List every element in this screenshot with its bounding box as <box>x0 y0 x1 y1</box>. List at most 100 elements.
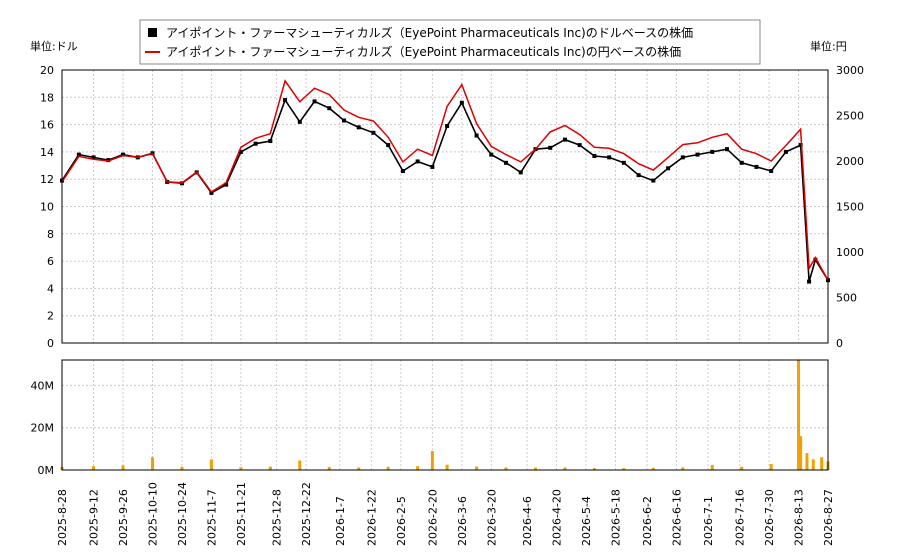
volume-bar <box>357 467 361 470</box>
volume-bar <box>710 464 714 470</box>
volume-bar <box>209 459 213 470</box>
legend-dollar-marker <box>148 28 157 37</box>
volume-bar <box>430 450 434 470</box>
x-tick-label: 2025-10-10 <box>146 482 159 546</box>
dollar-price-point <box>504 160 509 165</box>
volume-tick-label: 40M <box>31 379 55 392</box>
y-left-tick-label: 2 <box>47 310 54 323</box>
dollar-price-point <box>356 125 361 130</box>
dollar-price-point <box>445 123 450 128</box>
dollar-price-point <box>209 190 214 195</box>
dollar-price-point <box>474 133 479 138</box>
dollar-price-point <box>562 137 567 142</box>
y-left-tick-label: 12 <box>40 173 54 186</box>
x-tick-label: 2026-7-1 <box>702 496 715 546</box>
volume-bar <box>799 436 803 470</box>
dollar-price-point <box>807 279 812 284</box>
dollar-price-point <box>415 159 420 164</box>
dollar-price-point <box>430 164 435 169</box>
volume-bar <box>92 466 96 470</box>
dollar-price-point <box>651 178 656 183</box>
x-tick-label: 2025-9-12 <box>88 489 101 546</box>
volume-bar <box>651 467 655 470</box>
legend-yen-label: アイポイント・ファーマシューティカルズ（EyePoint Pharmaceuti… <box>166 44 681 59</box>
dollar-price-point <box>548 145 553 150</box>
volume-bar <box>769 464 773 470</box>
dollar-price-point <box>76 152 81 157</box>
dollar-price-point <box>813 257 818 262</box>
x-tick-label: 2026-3-6 <box>456 496 469 546</box>
x-tick-label: 2026-4-20 <box>551 489 564 546</box>
dollar-price-point <box>297 119 302 124</box>
dollar-price-point <box>577 143 582 148</box>
volume-bar <box>150 457 154 470</box>
x-tick-label: 2025-12-8 <box>271 489 284 546</box>
y-right-tick-label: 3000 <box>836 64 864 77</box>
x-tick-label: 2026-2-20 <box>426 489 439 546</box>
volume-bar <box>820 457 824 470</box>
y-left-tick-label: 4 <box>47 282 54 295</box>
volume-bar <box>811 459 815 470</box>
volume-bar <box>805 453 809 470</box>
x-tick-label: 2026-1-22 <box>365 489 378 546</box>
volume-bars <box>60 360 830 470</box>
dollar-price-point <box>636 173 641 178</box>
dollar-price-point <box>283 98 288 103</box>
dollar-price-point <box>754 164 759 169</box>
volume-bar <box>504 467 508 470</box>
y-left-tick-label: 0 <box>47 337 54 350</box>
y-right-tick-label: 0 <box>836 337 843 350</box>
price-panel-frame <box>61 69 829 344</box>
x-tick-label: 2025-8-28 <box>56 489 69 546</box>
dollar-price-point <box>238 149 243 154</box>
volume-bar <box>533 467 537 470</box>
x-tick-label: 2026-3-20 <box>485 489 498 546</box>
grid-lines <box>61 69 829 471</box>
x-tick-label: 2026-8-13 <box>793 489 806 546</box>
x-tick-label: 2026-7-30 <box>763 489 776 546</box>
legend-box <box>139 19 761 65</box>
x-tick-label: 2026-6-16 <box>670 489 683 546</box>
y-left-tick-label: 18 <box>40 91 54 104</box>
volume-bar <box>268 466 272 470</box>
dollar-price-point <box>695 152 700 157</box>
dollar-price-point <box>459 100 464 105</box>
dollar-price-point <box>518 170 523 175</box>
x-tick-label: 2025-11-7 <box>205 489 218 546</box>
x-tick-label: 2026-6-2 <box>641 496 654 546</box>
volume-tick-label: 0M <box>38 464 55 477</box>
dollar-price-point <box>121 152 126 157</box>
axes: 2025-8-28 2025-9-12 2025-9-26 2025-10-10 202… <box>31 64 865 546</box>
volume-bar <box>622 468 626 470</box>
x-tick-label: 2025-10-24 <box>176 482 189 546</box>
dollar-price-point <box>106 158 111 163</box>
dollar-price-point <box>592 153 597 158</box>
dollar-price-point <box>400 169 405 174</box>
x-tick-label: 2025-12-22 <box>300 482 313 546</box>
x-tick-label: 2026-5-18 <box>609 489 622 546</box>
dollar-price-point <box>621 160 626 165</box>
volume-bar <box>239 467 243 470</box>
y-left-tick-label: 6 <box>47 255 54 268</box>
volume-bar <box>121 465 125 470</box>
dollar-price-point <box>312 99 317 104</box>
x-tick-label: 2026-1-7 <box>334 496 347 546</box>
x-tick-label: 2026-8-27 <box>822 489 835 546</box>
legend-dollar-label: アイポイント・ファーマシューティカルズ（EyePoint Pharmaceuti… <box>166 25 693 40</box>
y-right-tick-label: 1500 <box>836 201 864 214</box>
left-unit-label: 単位:ドル <box>30 39 78 53</box>
dollar-price-point <box>341 118 346 123</box>
volume-bar <box>681 467 685 470</box>
volume-tick-label: 20M <box>31 422 55 435</box>
dollar-price-point <box>769 169 774 174</box>
legend: アイポイント・ファーマシューティカルズ（EyePoint Pharmaceuti… <box>139 19 761 65</box>
dollar-price-point <box>607 155 612 160</box>
y-right-tick-label: 1000 <box>836 246 864 259</box>
volume-bar <box>298 460 302 470</box>
x-tick-label: 2026-2-5 <box>395 496 408 546</box>
y-right-tick-label: 2500 <box>836 110 864 123</box>
x-tick-label: 2026-7-16 <box>734 489 747 546</box>
dollar-price-point <box>91 155 96 160</box>
volume-bar <box>592 468 596 470</box>
